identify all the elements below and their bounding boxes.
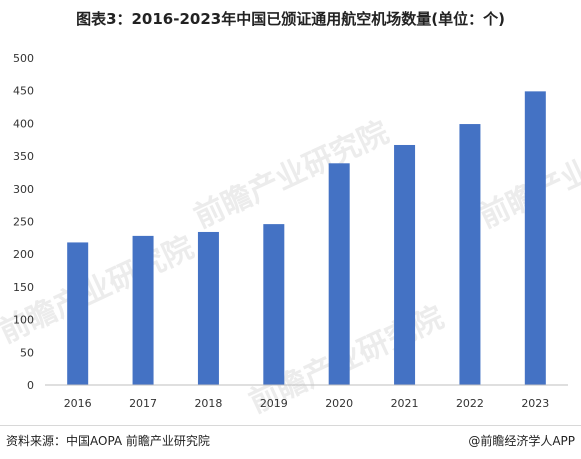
x-tick-label: 2021 <box>391 397 419 410</box>
y-tick-label: 450 <box>13 85 34 98</box>
bar-2023 <box>524 91 546 385</box>
y-tick-label: 350 <box>13 150 34 163</box>
bar-2016 <box>67 242 89 385</box>
y-tick-label: 400 <box>13 117 34 130</box>
y-tick-label: 0 <box>27 379 34 392</box>
bar-2022 <box>459 124 481 385</box>
source-note: 资料来源：中国AOPA 前瞻产业研究院 <box>6 434 210 448</box>
x-tick-label: 2018 <box>194 397 222 410</box>
y-tick-label: 250 <box>13 216 34 229</box>
credit-note: @前瞻经济学人APP <box>468 434 575 448</box>
bar-2019 <box>263 224 285 385</box>
bar-2021 <box>394 144 416 385</box>
x-tick-label: 2023 <box>521 397 549 410</box>
chart-title: 图表3：2016-2023年中国已颁证通用航空机场数量(单位：个) <box>76 10 505 28</box>
x-tick-label: 2020 <box>325 397 353 410</box>
x-tick-label: 2017 <box>129 397 157 410</box>
footer-divider <box>0 425 581 426</box>
x-tick-label: 2019 <box>260 397 288 410</box>
y-tick-label: 100 <box>13 314 34 327</box>
x-tick-label: 2016 <box>64 397 92 410</box>
bar-2018 <box>197 231 219 385</box>
bar-2017 <box>132 235 154 385</box>
bar-2020 <box>328 163 350 385</box>
y-tick-label: 200 <box>13 248 34 261</box>
y-tick-label: 300 <box>13 183 34 196</box>
y-tick-label: 150 <box>13 281 34 294</box>
y-tick-label: 500 <box>13 52 34 65</box>
y-tick-label: 50 <box>20 346 34 359</box>
x-tick-label: 2022 <box>456 397 484 410</box>
